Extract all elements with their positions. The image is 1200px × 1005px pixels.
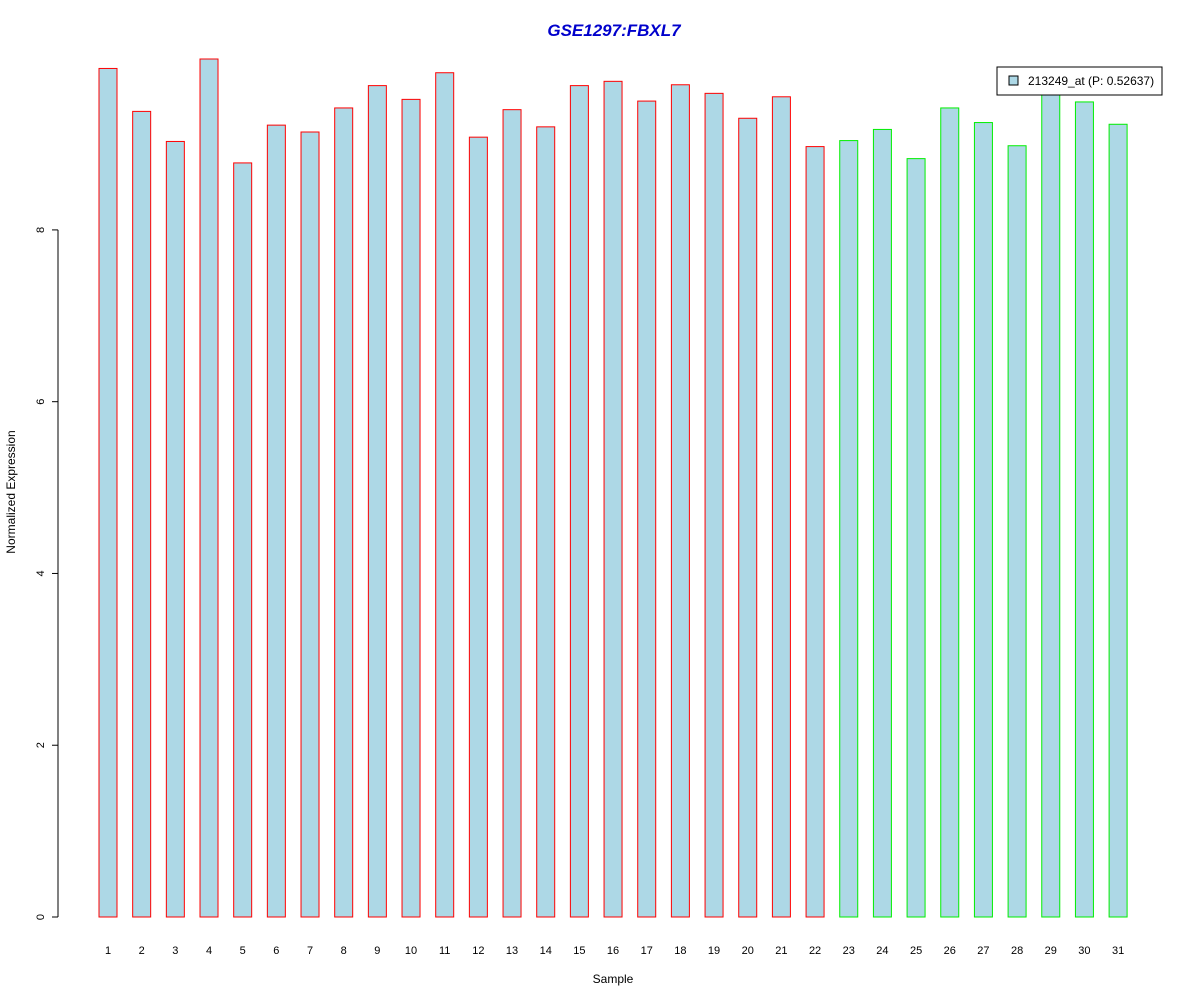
y-axis-label: Normalized Expression: [4, 430, 18, 553]
x-tick-label: 2: [139, 945, 145, 957]
bar-sample-24: [872, 128, 892, 918]
x-tick-label: 13: [506, 945, 518, 957]
x-tick-label: 22: [809, 945, 821, 957]
bar-sample-28: [1007, 145, 1027, 918]
bar-sample-22: [805, 146, 825, 918]
bar-sample-13: [502, 109, 522, 918]
x-tick-label: 19: [708, 945, 720, 957]
legend: 213249_at (P: 0.52637): [996, 66, 1163, 96]
x-tick-label: 17: [641, 945, 653, 957]
x-tick-label: 10: [405, 945, 417, 957]
x-tick-label: 3: [172, 945, 178, 957]
bar-sample-25: [906, 158, 926, 918]
x-tick-label: 29: [1045, 945, 1057, 957]
bar-sample-6: [266, 124, 286, 918]
x-tick-label: 12: [472, 945, 484, 957]
bar-sample-30: [1074, 101, 1094, 918]
legend-label: 213249_at (P: 0.52637): [1028, 74, 1154, 88]
bar-sample-18: [670, 84, 690, 918]
bar-sample-31: [1108, 123, 1128, 918]
x-tick-label: 25: [910, 945, 922, 957]
bar-sample-16: [603, 80, 623, 918]
bar-sample-23: [839, 140, 859, 918]
x-tick-label: 7: [307, 945, 313, 957]
x-tick-label: 9: [374, 945, 380, 957]
x-tick-label: 27: [977, 945, 989, 957]
bar-sample-3: [165, 140, 185, 918]
x-axis-label: Sample: [593, 972, 634, 986]
x-tick-label: 11: [439, 945, 450, 957]
x-tick-label: 31: [1112, 945, 1124, 957]
x-tick-label: 18: [674, 945, 686, 957]
bar-sample-27: [973, 122, 993, 918]
bar-sample-20: [738, 117, 758, 918]
bar-sample-10: [401, 98, 421, 918]
x-axis-tick-labels: 1 2 3 4 5 6 7 8 9 10 11 12 13 14 15 16 17 18 19 20 21 22 23 24 2…: [105, 945, 1124, 957]
y-tick-label: 2: [35, 742, 47, 748]
x-tick-label: 20: [742, 945, 754, 957]
x-tick-label: 28: [1011, 945, 1023, 957]
bar-sample-17: [637, 100, 657, 918]
bar-sample-11: [435, 72, 455, 918]
y-tick-label: 0: [35, 914, 47, 920]
x-tick-label: 5: [240, 945, 246, 957]
bar-sample-12: [468, 136, 488, 918]
y-tick-label: 6: [35, 399, 47, 405]
bar-sample-7: [300, 131, 320, 918]
x-tick-label: 8: [341, 945, 347, 957]
bar-sample-5: [233, 162, 253, 918]
bar-sample-21: [771, 96, 791, 918]
bar-sample-14: [536, 126, 556, 918]
legend-swatch: [1008, 75, 1019, 86]
x-tick-label: 23: [843, 945, 855, 957]
x-tick-label: 26: [944, 945, 956, 957]
y-axis: 0 2 4 6 8: [35, 227, 59, 920]
legend-box: [996, 66, 1163, 96]
x-tick-label: 30: [1078, 945, 1090, 957]
bar-sample-15: [569, 85, 589, 918]
x-tick-label: 6: [273, 945, 279, 957]
bar-sample-8: [334, 107, 354, 918]
y-tick-label: 8: [35, 227, 47, 233]
x-tick-label: 24: [876, 945, 888, 957]
bar-sample-1: [98, 67, 118, 918]
x-tick-label: 16: [607, 945, 619, 957]
chart-title: GSE1297:FBXL7: [547, 21, 682, 40]
bars: [98, 58, 1128, 918]
bar-sample-19: [704, 92, 724, 918]
bar-sample-9: [367, 85, 387, 918]
bar-sample-2: [132, 110, 152, 918]
bar-sample-29: [1041, 90, 1061, 918]
bar-sample-4: [199, 58, 219, 918]
x-tick-label: 21: [775, 945, 787, 957]
x-tick-label: 4: [206, 945, 212, 957]
bar-sample-26: [940, 107, 960, 918]
x-tick-label: 14: [540, 945, 552, 957]
x-tick-label: 15: [573, 945, 585, 957]
y-tick-label: 4: [35, 570, 47, 576]
x-tick-label: 1: [105, 945, 111, 957]
